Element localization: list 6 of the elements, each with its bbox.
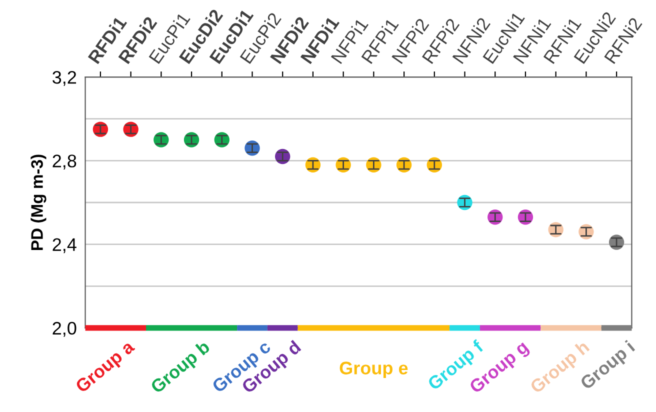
y-tick-label: 3,2: [52, 70, 76, 86]
y-axis-title: PD (Mg m-3): [30, 154, 46, 250]
text: Group e: [340, 362, 408, 378]
y-tick-label: 2,0: [52, 322, 76, 337]
y-tick-label: 2,4: [52, 238, 76, 254]
y-tick-label: 2,8: [52, 154, 76, 170]
